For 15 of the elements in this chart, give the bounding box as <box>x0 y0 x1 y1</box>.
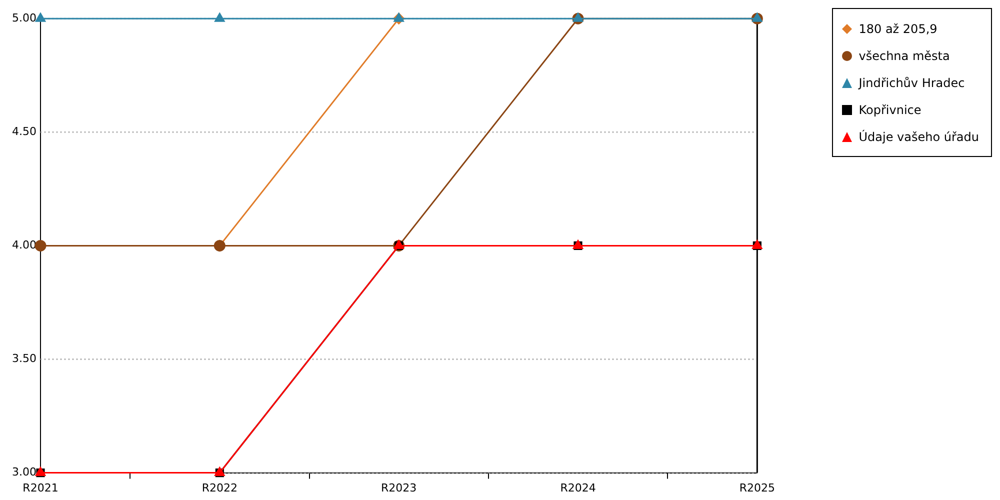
legend-label: všechna města <box>858 48 950 62</box>
legend-label: Údaje vašeho úřadu <box>858 130 979 144</box>
x-tick-label: R2022 <box>202 481 238 494</box>
legend-label: Jindřichův Hradec <box>858 76 965 90</box>
x-tick-label: R2023 <box>381 481 417 494</box>
y-tick-label: 4.00 <box>12 238 36 252</box>
y-tick-label: 3.00 <box>12 466 36 479</box>
y-tick-label: 4.50 <box>12 125 36 138</box>
legend-label: 180 až 205,9 <box>858 22 938 36</box>
x-tick-label: R2021 <box>22 481 58 494</box>
legend-label: Kopřivnice <box>858 102 922 116</box>
y-tick-label: 3.50 <box>12 352 36 366</box>
x-tick-label: R2025 <box>739 481 775 494</box>
x-tick-label: R2024 <box>560 481 596 494</box>
y-tick-label: 5.00 <box>12 11 36 24</box>
